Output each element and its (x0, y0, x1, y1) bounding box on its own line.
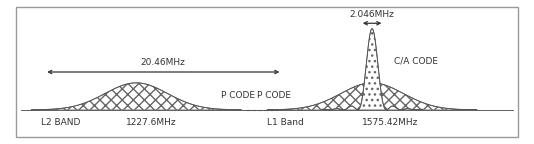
Text: C/A CODE: C/A CODE (394, 57, 438, 66)
Polygon shape (32, 83, 241, 110)
Text: 1227.6MHz: 1227.6MHz (126, 118, 177, 127)
Text: 20.46MHz: 20.46MHz (141, 58, 186, 67)
Text: L1 Band: L1 Band (267, 118, 304, 127)
Polygon shape (322, 29, 422, 110)
Text: L2 BAND: L2 BAND (41, 118, 81, 127)
Text: 2.046MHz: 2.046MHz (350, 10, 395, 19)
Text: P CODE: P CODE (221, 91, 255, 100)
Text: 1575.42MHz: 1575.42MHz (362, 118, 419, 127)
Text: P CODE: P CODE (257, 91, 291, 100)
Polygon shape (267, 83, 477, 110)
